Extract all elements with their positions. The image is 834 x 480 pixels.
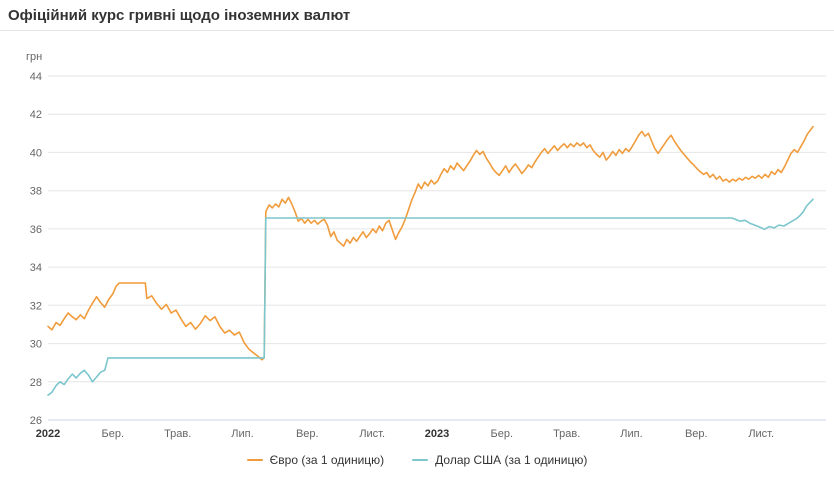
exchange-rate-chart[interactable]: 26 28 30 32 34 36 38 40 42 44 грн 2022 Бер. Трав. Лип.…: [0, 40, 834, 450]
x-tick-label: Вер.: [296, 428, 319, 440]
x-tick-label: 2023: [425, 428, 449, 440]
chart-container: 26 28 30 32 34 36 38 40 42 44 грн 2022 Бер. Трав. Лип.…: [0, 31, 834, 480]
x-tick-label: Лист.: [359, 428, 385, 440]
series-line-1: [47, 198, 814, 397]
page-title: Офіційний курс гривні щодо іноземних вал…: [8, 7, 351, 24]
y-tick-label: 40: [30, 147, 42, 159]
y-tick-label: 44: [30, 71, 42, 83]
x-tick-label: Лист.: [748, 428, 774, 440]
y-axis-unit-label: грн: [26, 51, 42, 63]
y-tick-label: 36: [30, 224, 42, 236]
x-tick-label: Лип.: [231, 428, 253, 440]
euro-line-marker: [246, 459, 263, 461]
y-tick-label: 32: [30, 300, 42, 312]
legend-label-euro: Євро (за 1 одиницю): [269, 453, 385, 467]
x-tick-label: Вер.: [685, 428, 708, 440]
usd-line-marker: [412, 459, 429, 461]
chart-header: Офіційний курс гривні щодо іноземних вал…: [0, 0, 834, 31]
legend-label-usd: Долар США (за 1 одиницю): [435, 453, 588, 467]
y-tick-label: 38: [30, 186, 42, 198]
y-tick-label: 42: [30, 109, 42, 121]
x-tick-label: Бер.: [102, 428, 125, 440]
series-line-0: [47, 125, 814, 361]
y-tick-label: 26: [30, 415, 42, 427]
y-tick-label: 34: [30, 262, 42, 274]
y-tick-label: 28: [30, 377, 42, 389]
legend-item-euro[interactable]: Євро (за 1 одиницю): [246, 453, 385, 467]
x-tick-label: Трав.: [553, 428, 580, 440]
x-tick-label: Лип.: [620, 428, 642, 440]
legend-item-usd[interactable]: Долар США (за 1 одиницю): [412, 453, 587, 467]
x-tick-label: Бер.: [491, 428, 514, 440]
y-tick-label: 30: [30, 339, 42, 351]
x-tick-label: Трав.: [164, 428, 191, 440]
x-tick-label: 2022: [36, 428, 60, 440]
chart-legend: Євро (за 1 одиницю) Долар США (за 1 один…: [0, 448, 834, 472]
